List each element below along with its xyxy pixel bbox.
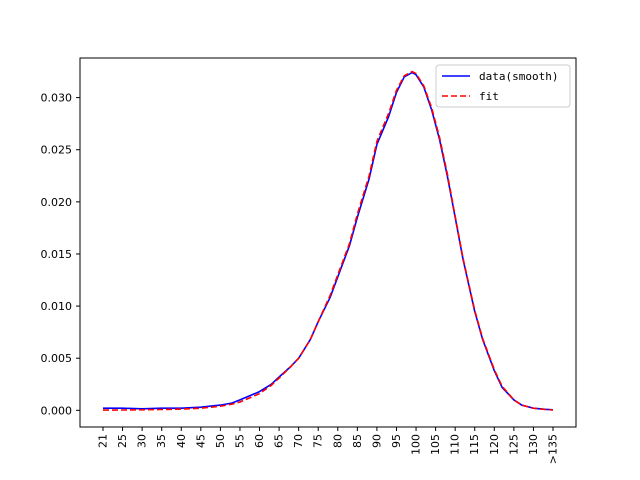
x-tick-label: 35 [155,434,168,448]
legend-label: fit [479,90,499,103]
y-tick-label: 0.020 [41,196,73,209]
x-tick-label: 115 [468,434,481,455]
y-axis-ticks: 0.000 0.005 0.010 0.015 0.020 0.025 0.030 [41,92,80,417]
x-tick-label: 70 [292,434,305,448]
x-tick-label: 40 [175,434,188,448]
y-tick-label: 0.030 [41,92,73,105]
x-tick-label: 55 [233,434,246,448]
x-tick-label: 21 [97,434,110,448]
x-tick-label: 30 [136,434,149,448]
x-tick-label: 110 [449,434,462,455]
x-tick-label: 50 [214,434,227,448]
x-tick-label: 85 [351,434,364,448]
x-tick-label: 125 [507,434,520,455]
x-tick-label: 100 [410,434,423,455]
x-tick-label: >135 [547,434,560,464]
legend: data(smooth) fit [435,64,571,108]
x-tick-label: 45 [194,434,207,448]
x-tick-label: 60 [253,434,266,448]
x-tick-label: 65 [273,434,286,448]
series-line-data-smooth [103,71,554,411]
y-tick-label: 0.005 [41,352,73,365]
x-tick-label: 120 [488,434,501,455]
series-line-fit [102,70,554,411]
plot-lines [102,70,554,411]
y-tick-label: 0.010 [41,300,73,313]
y-tick-label: 0.015 [41,248,73,261]
y-tick-label: 0.025 [41,144,73,157]
x-tick-label: 95 [390,434,403,448]
x-axis-ticks: 21 25 30 35 40 45 50 55 60 65 70 75 80 85 90 95 100 105 11… [97,427,560,464]
x-tick-label: 80 [331,434,344,448]
plot-frame [79,57,577,428]
x-tick-label: 130 [527,434,540,455]
y-tick-label: 0.000 [41,404,73,417]
x-tick-label: 90 [370,434,383,448]
x-tick-label: 75 [312,434,325,448]
legend-label: data(smooth) [479,70,558,83]
x-tick-label: 105 [429,434,442,455]
x-tick-label: 25 [116,434,129,448]
